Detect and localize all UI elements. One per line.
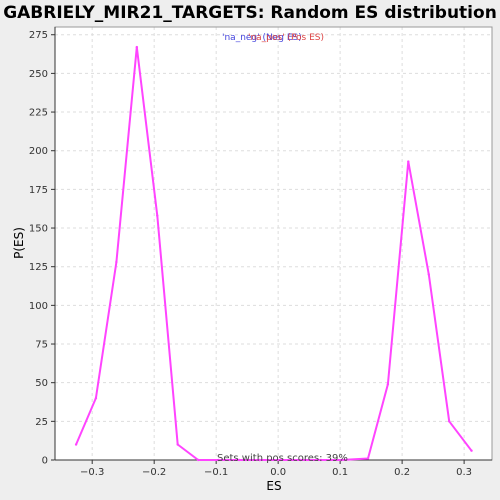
y-tick-label: 200 — [29, 146, 48, 157]
series-line — [75, 46, 473, 461]
y-tick-label: 150 — [29, 224, 48, 235]
y-tick-label: 0 — [42, 456, 48, 467]
y-tick-label: 175 — [29, 185, 48, 196]
x-axis-label: ES — [266, 479, 281, 493]
x-tick-label: 0.1 — [332, 467, 348, 478]
y-axis-label: P(ES) — [12, 227, 26, 259]
y-tick-label: 100 — [29, 301, 48, 312]
y-tick-label: 75 — [35, 340, 48, 351]
y-tick-label: 250 — [29, 69, 48, 80]
data-point — [278, 458, 282, 462]
annotation-pos-scores: Sets with pos scores: 39% — [217, 453, 348, 464]
data-point — [448, 420, 451, 423]
data-point — [196, 458, 200, 462]
y-tick-label: 50 — [35, 378, 48, 389]
data-point — [176, 443, 179, 446]
y-tick-label: 275 — [29, 30, 48, 41]
legend-entry-neg: 'na_neg' (Neg ES) — [222, 33, 302, 43]
x-tick-label: 0.0 — [270, 467, 286, 478]
data-point — [94, 396, 98, 400]
x-tick-label: 0.2 — [394, 467, 410, 478]
data-point — [340, 458, 343, 462]
y-tick-label: 225 — [29, 108, 48, 119]
axes: 0 25 50 75 100 125 150 175 200 225 250 275 −0.3 −0.2 −… — [29, 26, 493, 478]
plot-area — [55, 27, 492, 460]
data-point — [258, 458, 261, 462]
data-point — [237, 458, 241, 462]
data-point — [470, 449, 473, 452]
data-point — [386, 383, 390, 386]
y-tick-label: 125 — [29, 262, 48, 273]
x-tick-label: 0.3 — [456, 467, 472, 478]
data-point — [366, 457, 370, 460]
data-point — [156, 214, 159, 217]
data-point — [319, 458, 323, 462]
data-point — [217, 458, 220, 462]
data-point — [115, 260, 118, 264]
data-point — [299, 458, 302, 462]
x-tick-label: −0.1 — [204, 467, 228, 478]
data-point — [427, 273, 430, 276]
x-tick-label: −0.3 — [80, 467, 104, 478]
grid — [55, 27, 492, 461]
y-tick-label: 25 — [35, 417, 48, 428]
chart-title: GABRIELY_MIR21_TARGETS: Random ES distri… — [3, 3, 497, 23]
data-point — [74, 443, 78, 446]
legend-entry-pos: 'na_pos' (Pos ES) — [248, 33, 324, 43]
series — [74, 45, 473, 462]
data-point — [407, 160, 410, 163]
data-point — [135, 45, 139, 49]
x-tick-label: −0.2 — [142, 467, 166, 478]
